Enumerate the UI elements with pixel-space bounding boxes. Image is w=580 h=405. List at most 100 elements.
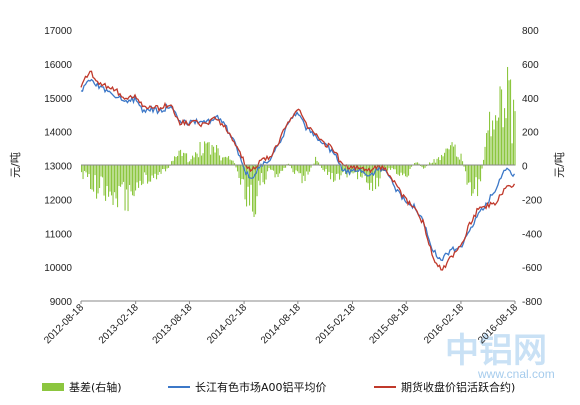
basis-bar bbox=[231, 160, 233, 166]
basis-bar bbox=[466, 165, 468, 185]
basis-bar bbox=[468, 165, 470, 183]
basis-bar bbox=[310, 165, 312, 168]
basis-bar bbox=[441, 154, 443, 166]
basis-bar bbox=[282, 165, 284, 171]
basis-bar bbox=[489, 111, 491, 166]
basis-bar bbox=[469, 165, 471, 183]
right-tick-label: 600 bbox=[522, 60, 539, 71]
basis-bar bbox=[432, 162, 434, 166]
basis-bar bbox=[457, 157, 459, 166]
basis-bar bbox=[373, 165, 375, 175]
basis-bar bbox=[235, 165, 237, 168]
basis-bar bbox=[171, 161, 173, 166]
basis-bar bbox=[451, 142, 453, 166]
basis-bar bbox=[88, 165, 90, 175]
basis-bar bbox=[393, 165, 395, 170]
basis-bar bbox=[175, 156, 177, 166]
basis-bar bbox=[459, 159, 461, 166]
basis-bar bbox=[505, 118, 507, 166]
basis-bar bbox=[456, 156, 458, 166]
basis-bar bbox=[372, 165, 374, 191]
basis-bar bbox=[499, 86, 501, 166]
basis-bar bbox=[219, 155, 221, 166]
basis-bar bbox=[298, 165, 300, 174]
basis-bar bbox=[450, 145, 452, 166]
basis-bar bbox=[138, 165, 140, 188]
basis-bar bbox=[342, 165, 344, 173]
basis-bar bbox=[357, 165, 359, 180]
basis-bar bbox=[403, 165, 405, 174]
basis-bar bbox=[181, 156, 183, 166]
basis-bar bbox=[334, 165, 336, 181]
price-line-2 bbox=[80, 70, 516, 271]
basis-bar bbox=[243, 165, 245, 180]
left-tick-label: 15000 bbox=[44, 94, 72, 105]
basis-bar bbox=[268, 165, 270, 169]
basis-bar bbox=[118, 165, 120, 187]
basis-bar bbox=[343, 165, 345, 171]
right-tick-label: 200 bbox=[522, 128, 539, 139]
basis-bar bbox=[328, 165, 330, 172]
basis-bar bbox=[273, 165, 275, 171]
basis-bar bbox=[463, 165, 465, 167]
basis-bar bbox=[255, 165, 257, 215]
basis-bar bbox=[421, 165, 423, 168]
basis-bar bbox=[111, 165, 113, 196]
basis-bar bbox=[93, 165, 95, 192]
basis-bar bbox=[186, 153, 188, 166]
basis-bar bbox=[498, 117, 500, 166]
basis-bar bbox=[439, 160, 441, 166]
basis-bar bbox=[222, 157, 224, 166]
basis-bar bbox=[144, 165, 146, 173]
basis-bar bbox=[163, 165, 165, 170]
left-axis-ticks: 17000 16000 15000 14000 13000 12000 11000 10000… bbox=[44, 26, 72, 308]
basis-bar bbox=[201, 155, 203, 166]
left-axis-label: 元/吨 bbox=[9, 152, 22, 178]
basis-bar bbox=[154, 165, 156, 174]
basis-bar bbox=[151, 165, 153, 176]
basis-bar bbox=[501, 89, 503, 166]
basis-bar bbox=[205, 143, 207, 166]
basis-bar bbox=[193, 157, 195, 166]
basis-bar bbox=[465, 165, 467, 172]
right-tick-label: -200 bbox=[522, 195, 542, 206]
basis-bar bbox=[156, 165, 158, 180]
basis-bar bbox=[184, 153, 186, 166]
basis-bar bbox=[208, 142, 210, 166]
basis-bar bbox=[189, 161, 191, 166]
basis-bar bbox=[474, 165, 476, 190]
basis-bar bbox=[319, 165, 321, 166]
basis-bar bbox=[112, 165, 114, 205]
basis-bar bbox=[162, 165, 164, 170]
basis-bar bbox=[277, 165, 279, 177]
basis-bar bbox=[327, 165, 329, 175]
basis-bar bbox=[172, 160, 174, 166]
basis-bar bbox=[228, 156, 230, 166]
basis-bar bbox=[390, 165, 392, 170]
basis-bar bbox=[207, 142, 209, 166]
basis-bar bbox=[438, 157, 440, 166]
basis-bar bbox=[504, 108, 506, 166]
basis-bar bbox=[397, 165, 399, 175]
basis-bar bbox=[120, 165, 122, 187]
basis-bar bbox=[321, 165, 323, 168]
legend-swatch-basis bbox=[42, 383, 64, 391]
basis-bar bbox=[168, 165, 170, 168]
basis-bar bbox=[462, 161, 464, 166]
basis-bar bbox=[124, 165, 126, 211]
basis-bar bbox=[126, 165, 128, 190]
basis-bar bbox=[378, 165, 380, 187]
basis-bar bbox=[508, 80, 510, 166]
basis-bar bbox=[226, 157, 228, 166]
basis-bar bbox=[379, 165, 381, 179]
basis-bar bbox=[202, 153, 204, 166]
basis-bar bbox=[444, 152, 446, 166]
basis-bar bbox=[180, 149, 182, 166]
basis-bar bbox=[121, 165, 123, 185]
basis-bar bbox=[492, 120, 494, 166]
basis-bar bbox=[174, 156, 176, 166]
basis-bar bbox=[307, 165, 309, 175]
basis-bar bbox=[195, 152, 197, 166]
legend-label: 基差(右轴) bbox=[69, 380, 122, 394]
basis-bar bbox=[318, 162, 320, 166]
